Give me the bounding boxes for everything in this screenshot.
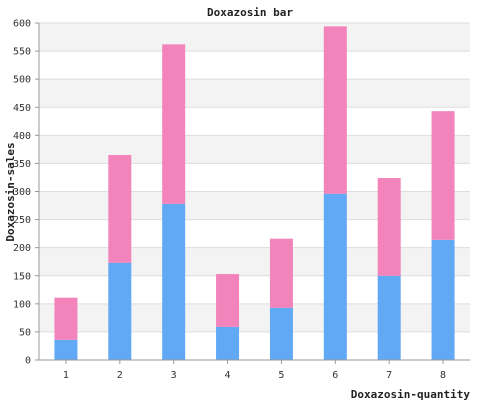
x-tick-label: 4 — [225, 370, 231, 381]
x-tick-label: 8 — [440, 370, 446, 381]
x-tick-label: 1 — [63, 370, 69, 381]
y-tick-label: 100 — [13, 299, 31, 310]
x-tick-label: 6 — [332, 370, 338, 381]
x-axis-label: Doxazosin-quantity — [351, 388, 471, 400]
x-tick-label: 3 — [171, 370, 177, 381]
bar-segment-1-7 — [377, 275, 401, 360]
y-axis-ticks: 0 50 100 150 200 250 300 350 400 450 500 550 600 — [13, 19, 39, 367]
y-tick-label: 0 — [25, 356, 31, 367]
plot-band — [39, 219, 470, 248]
y-tick-label: 400 — [13, 131, 31, 142]
bar-segment-1-6 — [323, 193, 347, 360]
bar-segment-2-5 — [269, 238, 293, 308]
y-tick-label: 50 — [19, 327, 31, 338]
plot-band — [39, 247, 470, 276]
bar-segment-2-8 — [431, 111, 455, 240]
y-tick-label: 150 — [13, 271, 31, 282]
bar-segment-2-1 — [54, 297, 78, 340]
x-axis-ticks: 1 2 3 4 5 6 7 8 — [63, 360, 446, 381]
bar-segment-1-3 — [162, 203, 186, 360]
bar-segment-2-2 — [108, 154, 132, 263]
plot-band — [39, 23, 470, 52]
plot-band — [39, 163, 470, 192]
x-tick-label: 2 — [117, 370, 123, 381]
y-tick-label: 500 — [13, 75, 31, 86]
bar-segment-2-6 — [323, 26, 347, 194]
y-tick-label: 300 — [13, 187, 31, 198]
bar-segment-1-1 — [54, 339, 78, 360]
bar-segment-1-2 — [108, 262, 132, 360]
y-tick-label: 550 — [13, 47, 31, 58]
plot-band — [39, 135, 470, 164]
plot-band — [39, 275, 470, 304]
x-tick-label: 7 — [386, 370, 392, 381]
plot-band — [39, 51, 470, 80]
plot-band — [39, 191, 470, 220]
plot-band — [39, 107, 470, 136]
plot-band — [39, 331, 470, 360]
y-tick-label: 600 — [13, 19, 31, 30]
x-tick-label: 5 — [278, 370, 284, 381]
y-tick-label: 250 — [13, 215, 31, 226]
y-tick-label: 200 — [13, 243, 31, 254]
bars — [54, 26, 455, 360]
bar-segment-1-4 — [216, 326, 240, 360]
bar-segment-1-5 — [269, 307, 293, 360]
bar-segment-2-4 — [216, 274, 240, 327]
y-tick-label: 350 — [13, 159, 31, 170]
y-axis-label: Doxazosin-sales — [4, 142, 17, 241]
bar-segment-2-3 — [162, 44, 186, 204]
y-tick-label: 450 — [13, 103, 31, 114]
bar-segment-2-7 — [377, 178, 401, 276]
bar-segment-1-8 — [431, 239, 455, 360]
plot-band — [39, 79, 470, 108]
chart-title: Doxazosin bar — [207, 6, 293, 19]
plot-band — [39, 303, 470, 332]
